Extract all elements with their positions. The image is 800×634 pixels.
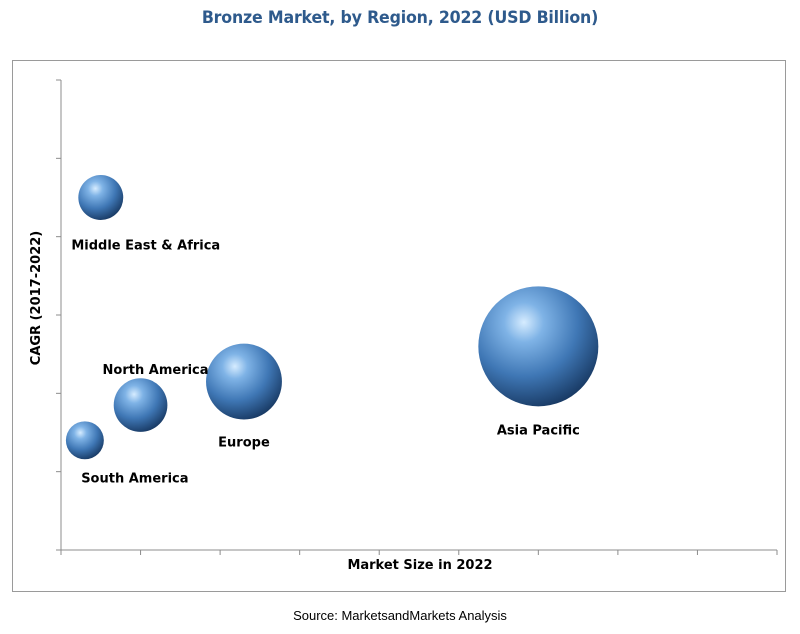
chart-title: Bronze Market, by Region, 2022 (USD Bill… <box>201 8 599 28</box>
bubble-label: Middle East & Africa <box>71 239 220 254</box>
y-axis-title: CAGR (2017-2022) <box>29 231 44 365</box>
chart-frame <box>12 60 786 592</box>
bubble-south-america <box>65 421 104 460</box>
source-note: Source: MarketsandMarkets Analysis <box>293 608 507 623</box>
bubble-labels: Middle East & Africa North America South A… <box>71 239 579 487</box>
bubble-label: North America <box>103 363 209 378</box>
axes <box>56 79 778 555</box>
bubble-north-america <box>113 378 168 432</box>
bubble-europe <box>206 343 282 420</box>
x-axis-title: Market Size in 2022 <box>347 558 492 573</box>
bubble-asia-pacific <box>478 286 599 407</box>
bubble-middle-east-africa <box>78 175 124 220</box>
bubble-label: Asia Pacific <box>497 423 580 438</box>
bubble-label: Europe <box>218 436 270 451</box>
bubbles <box>65 175 599 460</box>
bubble-label: South America <box>81 471 188 486</box>
